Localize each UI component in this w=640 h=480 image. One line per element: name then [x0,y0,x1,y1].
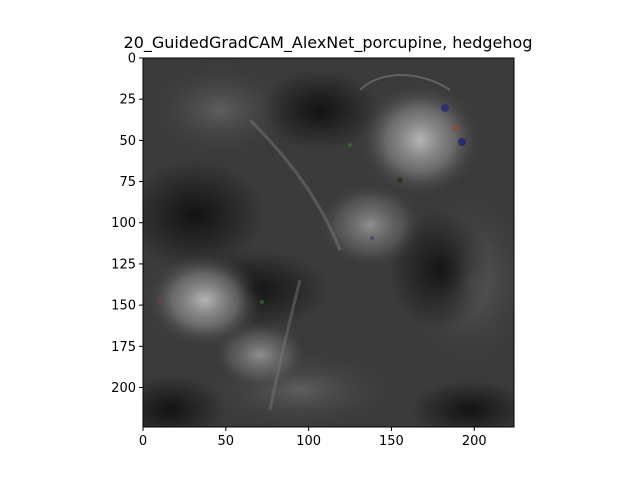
y-tick-label: 100 [111,216,136,231]
y-axis: 0 25 50 75 100 125 150 175 200 [111,52,143,396]
y-tick-label: 25 [119,93,136,108]
x-tick-label: 0 [139,434,147,449]
x-tick-label: 150 [379,434,404,449]
y-tick-label: 75 [119,175,136,190]
y-tick-label: 150 [111,299,136,314]
y-tick-label: 175 [111,340,136,355]
x-tick-label: 100 [296,434,321,449]
y-tick-label: 50 [119,134,136,149]
x-axis: 0 50 100 150 200 [139,427,487,449]
x-tick-label: 50 [218,434,235,449]
y-tick-label: 200 [111,381,136,396]
axes-frame [142,57,515,428]
y-tick-label: 0 [128,52,136,67]
heatmap-image [143,58,514,427]
plot-title: 20_GuidedGradCAM_AlexNet_porcupine, hedg… [123,33,533,52]
x-tick-label: 200 [462,434,487,449]
y-tick-label: 125 [111,257,136,272]
